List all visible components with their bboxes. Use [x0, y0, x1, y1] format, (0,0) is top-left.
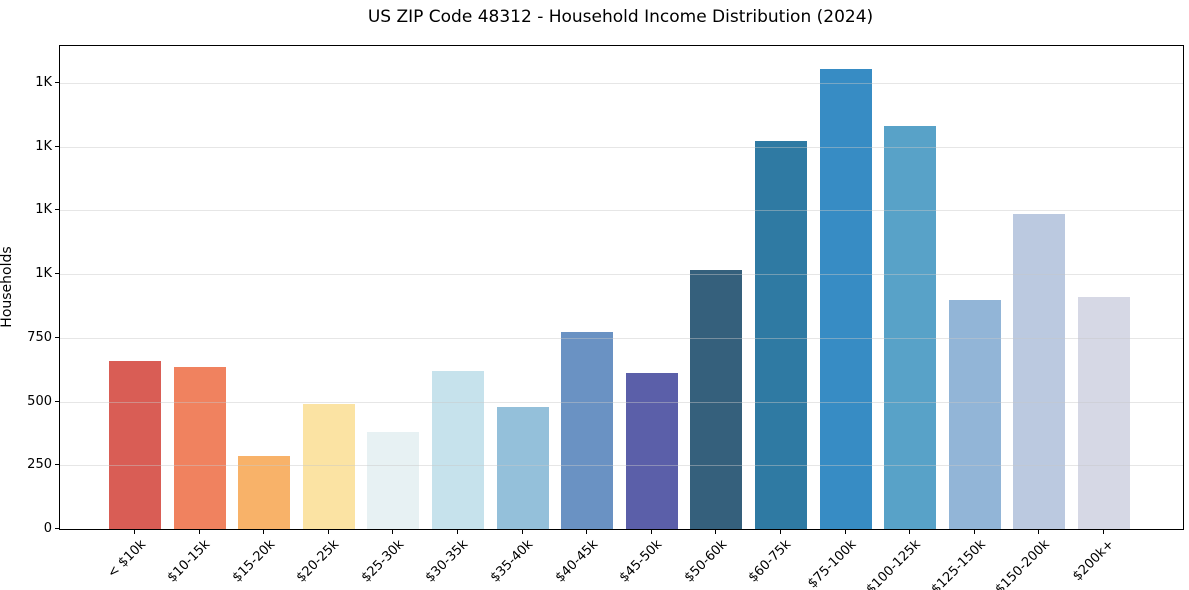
y-tick-label: 1K	[35, 74, 52, 90]
gridline	[60, 274, 1183, 276]
bar-$150-200k	[1013, 214, 1066, 529]
bar-$125-150k	[948, 300, 1001, 529]
x-tick-mark	[715, 530, 717, 534]
x-tick-label: $30-35k	[423, 537, 472, 586]
gridline	[60, 337, 1183, 339]
gridline	[60, 465, 1183, 467]
y-tick-mark	[55, 209, 59, 211]
x-tick-mark	[909, 530, 911, 534]
bar-$15-20k	[238, 456, 291, 529]
x-tick-label: $60-75k	[746, 537, 795, 586]
bar-$30-35k	[432, 371, 484, 529]
x-tick-label: $45-50k	[616, 537, 666, 586]
bar-< $10k	[109, 361, 161, 529]
x-tick-label: $125-150k	[928, 537, 989, 590]
y-tick-mark	[55, 336, 59, 338]
y-tick-mark	[55, 145, 59, 147]
x-tick-label: $20-25k	[293, 537, 343, 586]
x-tick-mark	[844, 530, 846, 534]
chart-title: US ZIP Code 48312 - Household Income Dis…	[367, 7, 874, 27]
x-tick-label: < $10k	[104, 537, 149, 582]
bar-$75-100k	[819, 68, 872, 529]
x-tick-mark	[327, 530, 329, 534]
y-tick-label: 500	[27, 393, 52, 409]
bar-$20-25k	[302, 404, 355, 529]
gridline	[60, 82, 1183, 84]
bar-$100-125k	[884, 126, 937, 529]
x-tick-label: $50-60k	[681, 537, 731, 586]
y-tick-mark	[55, 81, 59, 83]
x-tick-mark	[973, 530, 975, 534]
bar-$40-45k	[561, 332, 614, 529]
x-tick-mark	[780, 530, 781, 534]
x-tick-mark	[457, 530, 458, 534]
y-tick-label: 250	[27, 457, 52, 473]
x-tick-mark	[1103, 530, 1104, 534]
y-tick-mark	[55, 273, 59, 275]
gridline	[60, 210, 1183, 212]
x-tick-mark	[650, 530, 652, 534]
x-tick-mark	[198, 530, 200, 534]
x-tick-mark	[586, 530, 588, 534]
y-axis-label: Households	[0, 246, 15, 328]
bar-$35-40k	[496, 407, 549, 529]
y-tick-mark	[55, 528, 59, 529]
x-tick-mark	[263, 530, 265, 534]
x-tick-label: $200k+	[1070, 537, 1118, 585]
y-tick-label: 1K	[35, 202, 52, 218]
x-tick-label: $75-100k	[804, 537, 860, 590]
bar-$60-75k	[755, 141, 807, 529]
bar-$25-30k	[367, 432, 420, 529]
bar-$45-50k	[625, 373, 678, 529]
x-tick-label: $35-40k	[487, 537, 537, 586]
y-tick-label: 750	[27, 329, 52, 345]
bar-$50-60k	[690, 270, 743, 529]
x-tick-mark	[134, 530, 135, 534]
x-tick-label: $10-15k	[164, 537, 214, 586]
gridline	[60, 401, 1183, 403]
x-tick-label: $15-20k	[229, 537, 278, 586]
y-tick-mark	[55, 464, 59, 466]
x-tick-mark	[521, 530, 523, 534]
bar-$10-15k	[173, 367, 226, 529]
y-tick-label: 1K	[35, 138, 52, 154]
x-tick-mark	[392, 530, 394, 534]
x-tick-label: $25-30k	[358, 537, 408, 586]
x-tick-label: $150-200k	[992, 537, 1054, 590]
y-tick-label: 0	[43, 521, 52, 536]
y-tick-label: 1K	[35, 266, 52, 282]
plot-area	[59, 45, 1184, 530]
x-tick-label: $40-45k	[552, 537, 601, 586]
bar-$200k+	[1078, 297, 1130, 529]
x-tick-label: $100-125k	[863, 537, 924, 590]
gridline	[60, 146, 1183, 148]
y-tick-mark	[55, 400, 59, 402]
x-tick-mark	[1038, 530, 1040, 534]
